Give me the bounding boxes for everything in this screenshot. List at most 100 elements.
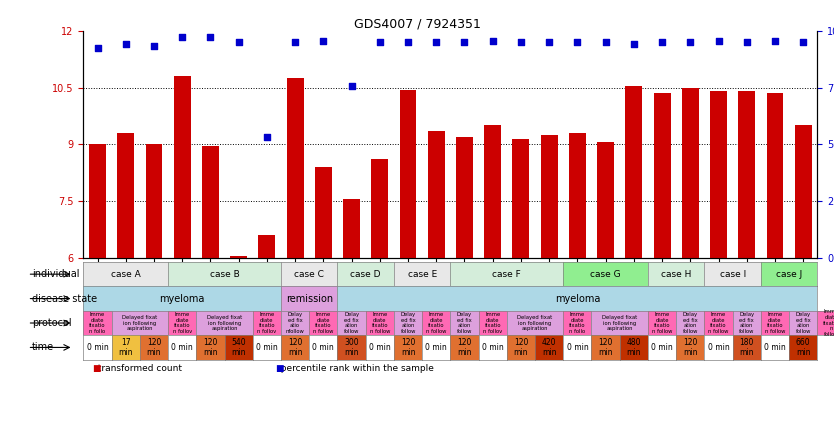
Bar bbox=[287, 78, 304, 258]
Text: case H: case H bbox=[661, 270, 691, 279]
Text: case C: case C bbox=[294, 270, 324, 279]
Text: Imme
diate
fixatio
n follo: Imme diate fixatio n follo bbox=[89, 312, 106, 334]
Point bbox=[627, 41, 641, 48]
Text: 0 min: 0 min bbox=[171, 343, 193, 352]
Bar bbox=[485, 126, 501, 258]
Text: 0 min: 0 min bbox=[313, 343, 334, 352]
Text: 660
min: 660 min bbox=[796, 338, 811, 357]
Text: 420
min: 420 min bbox=[542, 338, 556, 357]
Text: 480
min: 480 min bbox=[626, 338, 641, 357]
Bar bbox=[682, 88, 699, 258]
Text: Imme
diate
fixatio
n follow: Imme diate fixatio n follow bbox=[823, 309, 834, 337]
Bar bbox=[738, 91, 756, 258]
Bar bbox=[145, 144, 163, 258]
Text: Imme
diate
fixatio
n follov: Imme diate fixatio n follov bbox=[173, 312, 192, 334]
Text: 120
min: 120 min bbox=[147, 338, 161, 357]
Text: Imme
diate
fixatio
n follow: Imme diate fixatio n follow bbox=[708, 312, 729, 334]
Point bbox=[486, 37, 500, 44]
Bar bbox=[569, 133, 585, 258]
Text: Delay
ed fix
ation
follow: Delay ed fix ation follow bbox=[457, 312, 472, 334]
Text: Delay
ed fix
atio
nfollow: Delay ed fix atio nfollow bbox=[286, 312, 304, 334]
Point bbox=[317, 37, 330, 44]
Bar bbox=[766, 93, 783, 258]
Text: Imme
diate
fixatio
n follo: Imme diate fixatio n follo bbox=[569, 312, 585, 334]
Point bbox=[260, 133, 274, 140]
Point bbox=[175, 33, 188, 40]
Bar bbox=[202, 146, 219, 258]
Text: case G: case G bbox=[590, 270, 621, 279]
Text: ■: ■ bbox=[92, 364, 100, 373]
Text: protocol: protocol bbox=[32, 318, 72, 328]
Point bbox=[542, 39, 555, 46]
Bar bbox=[315, 167, 332, 258]
Bar bbox=[230, 256, 247, 258]
Text: 120
min: 120 min bbox=[288, 338, 303, 357]
Point bbox=[599, 39, 612, 46]
Bar bbox=[428, 131, 445, 258]
Bar bbox=[512, 139, 530, 258]
Text: 120
min: 120 min bbox=[683, 338, 697, 357]
Text: 17
min: 17 min bbox=[118, 338, 133, 357]
Point bbox=[401, 39, 414, 46]
Text: remission: remission bbox=[286, 293, 333, 304]
Text: Imme
diate
fixatio
n follow: Imme diate fixatio n follow bbox=[765, 312, 785, 334]
Text: 0 min: 0 min bbox=[566, 343, 588, 352]
Bar bbox=[626, 86, 642, 258]
Text: 0 min: 0 min bbox=[764, 343, 786, 352]
Text: Delayed fixat
ion following
aspiration: Delayed fixat ion following aspiration bbox=[602, 315, 637, 331]
Text: ■: ■ bbox=[275, 364, 284, 373]
Text: Delay
ed fix
ation
follow: Delay ed fix ation follow bbox=[682, 312, 698, 334]
Text: 0 min: 0 min bbox=[651, 343, 673, 352]
Text: Imme
diate
fixatio
n follow: Imme diate fixatio n follow bbox=[313, 312, 334, 334]
Text: Delayed fixat
ion following
aspiration: Delayed fixat ion following aspiration bbox=[517, 315, 553, 331]
Text: case I: case I bbox=[720, 270, 746, 279]
Point bbox=[515, 39, 528, 46]
Text: 120
min: 120 min bbox=[514, 338, 528, 357]
Text: case J: case J bbox=[776, 270, 802, 279]
Text: individual: individual bbox=[32, 269, 79, 279]
Bar bbox=[259, 235, 275, 258]
Point bbox=[656, 39, 669, 46]
Text: case D: case D bbox=[350, 270, 381, 279]
Point bbox=[203, 33, 217, 40]
Text: Delayed fixat
ion following
aspiration: Delayed fixat ion following aspiration bbox=[207, 315, 242, 331]
Bar bbox=[597, 143, 614, 258]
Text: 0 min: 0 min bbox=[425, 343, 447, 352]
Text: Delay
ed fix
ation
follow: Delay ed fix ation follow bbox=[344, 312, 359, 334]
Point bbox=[796, 39, 810, 46]
Point bbox=[148, 43, 161, 50]
Text: transformed count: transformed count bbox=[92, 364, 182, 373]
Point bbox=[570, 39, 584, 46]
Point bbox=[289, 39, 302, 46]
Bar bbox=[795, 126, 811, 258]
Bar bbox=[173, 76, 191, 258]
Point bbox=[458, 39, 471, 46]
Text: Imme
diate
fixatio
n follow: Imme diate fixatio n follow bbox=[369, 312, 390, 334]
Text: 120
min: 120 min bbox=[401, 338, 415, 357]
Bar bbox=[89, 144, 106, 258]
Text: 0 min: 0 min bbox=[482, 343, 504, 352]
Text: time: time bbox=[32, 342, 54, 353]
Bar bbox=[540, 135, 558, 258]
Point bbox=[119, 41, 133, 48]
Bar bbox=[456, 137, 473, 258]
Point bbox=[768, 37, 781, 44]
Text: 120
min: 120 min bbox=[203, 338, 218, 357]
Text: Imme
diate
fixatio
n follov: Imme diate fixatio n follov bbox=[483, 312, 502, 334]
Text: 120
min: 120 min bbox=[598, 338, 613, 357]
Text: myeloma: myeloma bbox=[159, 293, 205, 304]
Text: disease state: disease state bbox=[32, 293, 97, 304]
Point bbox=[712, 37, 726, 44]
Bar bbox=[654, 93, 671, 258]
Point bbox=[430, 39, 443, 46]
Text: percentile rank within the sample: percentile rank within the sample bbox=[275, 364, 434, 373]
Bar bbox=[399, 90, 416, 258]
Point bbox=[684, 39, 697, 46]
Text: GDS4007 / 7924351: GDS4007 / 7924351 bbox=[354, 18, 480, 31]
Text: case A: case A bbox=[111, 270, 141, 279]
Text: Delay
ed fix
ation
follow: Delay ed fix ation follow bbox=[400, 312, 415, 334]
Text: case F: case F bbox=[492, 270, 521, 279]
Text: case B: case B bbox=[209, 270, 239, 279]
Bar bbox=[118, 133, 134, 258]
Point bbox=[345, 82, 359, 89]
